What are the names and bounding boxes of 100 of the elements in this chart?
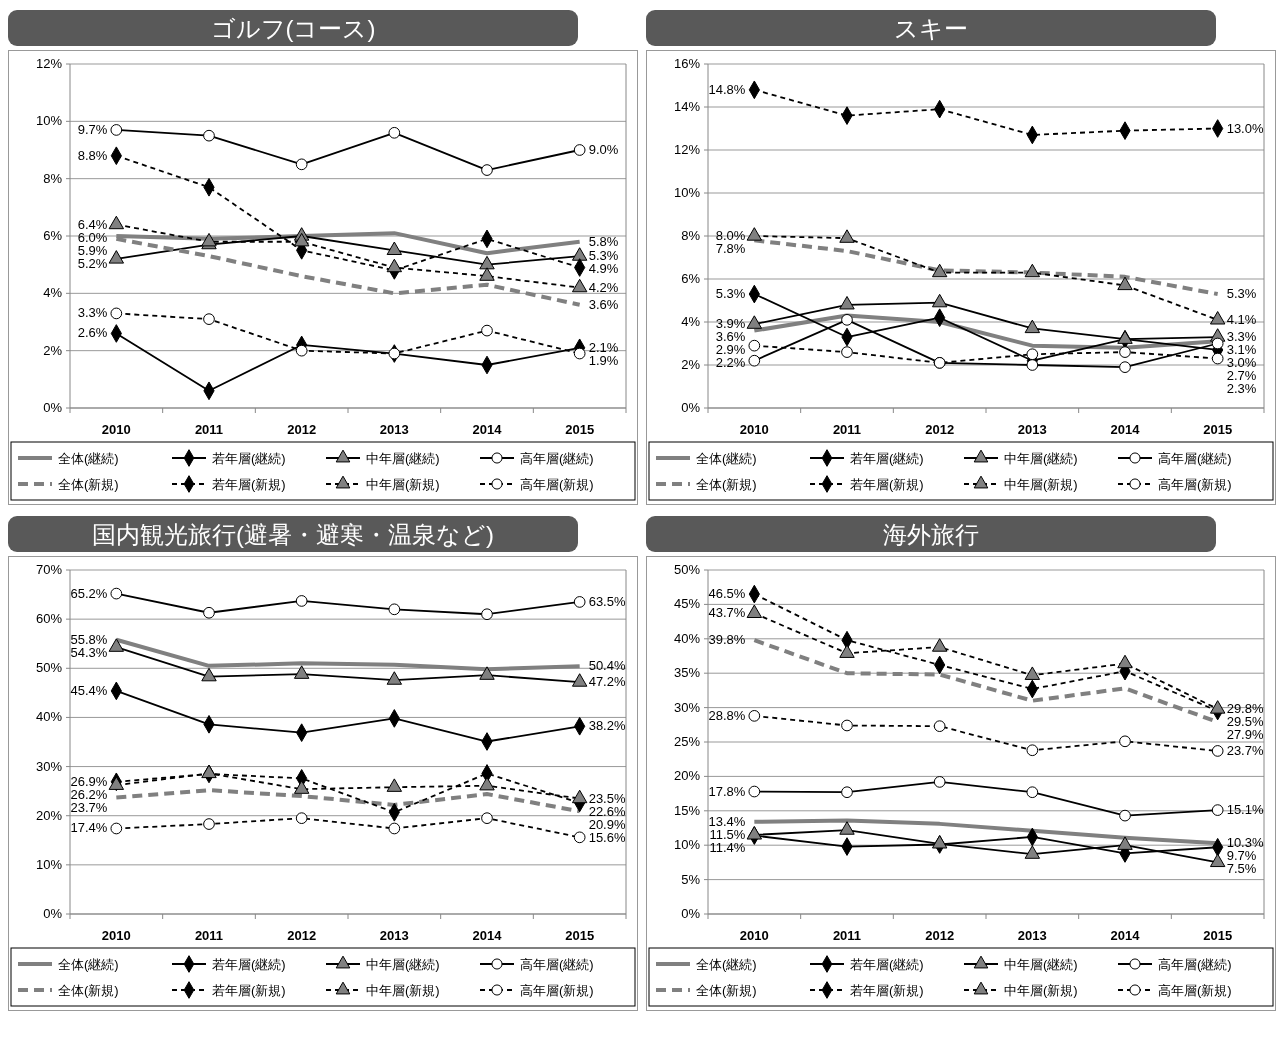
- y-tick-label: 4%: [681, 314, 701, 329]
- legend-label: 高年層(新規): [1158, 983, 1232, 998]
- data-label: 4.9%: [588, 261, 619, 277]
- data-label: 6.0%: [77, 229, 108, 245]
- data-label: 15.6%: [588, 829, 626, 845]
- data-label: 2.2%: [715, 355, 746, 371]
- y-tick-label: 10%: [35, 856, 63, 872]
- y-tick-label: 15%: [673, 802, 701, 818]
- data-label: 3.1%: [1226, 342, 1257, 358]
- legend-label: 中年層(継続): [366, 957, 440, 972]
- x-tick-label: 2013: [1017, 928, 1047, 943]
- data-label: 55.8%: [70, 631, 108, 647]
- legend-label: 中年層(新規): [366, 983, 440, 998]
- x-tick-label: 2010: [101, 422, 131, 437]
- y-tick-label: 70%: [35, 562, 63, 577]
- data-label: 63.5%: [588, 593, 626, 609]
- y-tick-label: 0%: [43, 400, 63, 415]
- legend-label: 高年層(新規): [1158, 477, 1232, 492]
- data-label: 9.7%: [77, 121, 108, 137]
- x-tick-label: 2012: [287, 422, 317, 437]
- legend-label: 若年層(継続): [850, 957, 924, 972]
- data-label: 7.5%: [1226, 861, 1257, 877]
- chart-title: 国内観光旅行(避暑・避寒・温泉など): [92, 521, 494, 548]
- x-tick-label: 2014: [472, 928, 503, 943]
- x-tick-label: 2011: [194, 422, 224, 437]
- y-tick-label: 35%: [673, 665, 701, 681]
- y-tick-label: 2%: [681, 357, 701, 372]
- x-tick-label: 2010: [739, 928, 769, 943]
- x-tick-label: 2012: [925, 422, 955, 437]
- y-tick-label: 10%: [673, 837, 701, 853]
- chart-title: ゴルフ(コース): [210, 15, 376, 42]
- y-tick-label: 30%: [673, 699, 701, 715]
- legend-label: 全体(新規): [696, 983, 757, 998]
- y-tick-label: 20%: [35, 807, 63, 823]
- y-tick-label: 0%: [43, 906, 63, 921]
- data-label: 5.3%: [588, 248, 619, 264]
- data-label: 11.4%: [709, 839, 746, 855]
- x-tick-label: 2011: [194, 928, 224, 943]
- legend-label: 高年層(継続): [1158, 451, 1232, 466]
- legend-label: 中年層(継続): [1004, 451, 1078, 466]
- data-label: 47.2%: [588, 674, 626, 690]
- data-label: 5.9%: [77, 242, 108, 258]
- y-tick-label: 6%: [43, 228, 63, 243]
- data-label: 13.0%: [1226, 120, 1264, 136]
- y-tick-label: 12%: [673, 142, 701, 157]
- data-label: 3.0%: [1226, 355, 1257, 371]
- legend-label: 中年層(継続): [366, 451, 440, 466]
- y-tick-label: 25%: [673, 734, 701, 749]
- y-tick-label: 50%: [673, 562, 701, 577]
- data-label: 23.5%: [588, 790, 626, 806]
- x-tick-label: 2015: [1203, 422, 1233, 437]
- x-tick-label: 2015: [565, 928, 595, 943]
- data-label: 2.7%: [1226, 368, 1257, 384]
- legend-label: 中年層(継続): [1004, 957, 1078, 972]
- x-tick-label: 2013: [1017, 422, 1047, 437]
- data-label: 2.9%: [715, 342, 746, 358]
- y-tick-label: 2%: [43, 342, 63, 358]
- x-tick-label: 2015: [1203, 928, 1233, 943]
- data-label: 13.4%: [708, 813, 746, 829]
- legend-label: 全体(新規): [58, 477, 119, 492]
- y-tick-label: 4%: [43, 285, 63, 301]
- data-label: 6.4%: [77, 216, 108, 232]
- x-tick-label: 2011: [832, 928, 862, 943]
- y-tick-label: 10%: [673, 185, 701, 200]
- data-label: 9.7%: [1226, 848, 1257, 864]
- x-tick-label: 2010: [101, 928, 131, 943]
- data-label: 2.1%: [588, 339, 619, 355]
- data-label: 26.9%: [70, 773, 108, 789]
- data-label: 5.3%: [1226, 286, 1257, 302]
- legend-label: 若年層(継続): [850, 451, 924, 466]
- data-label: 28.8%: [708, 707, 746, 723]
- x-tick-label: 2014: [1110, 928, 1141, 943]
- data-label: 5.8%: [588, 233, 619, 249]
- y-tick-label: 5%: [681, 871, 701, 887]
- legend-label: 若年層(新規): [212, 477, 286, 492]
- legend-label: 高年層(新規): [520, 477, 594, 492]
- data-label: 45.4%: [70, 682, 108, 698]
- x-tick-label: 2011: [832, 422, 862, 437]
- data-label: 17.4%: [70, 820, 108, 836]
- data-label: 27.9%: [1226, 726, 1264, 742]
- y-tick-label: 0%: [681, 906, 701, 921]
- legend-label: 中年層(新規): [1004, 983, 1078, 998]
- data-label: 29.5%: [1226, 713, 1264, 729]
- legend-label: 中年層(新規): [1004, 477, 1078, 492]
- data-label: 3.3%: [77, 305, 108, 321]
- legend-label: 若年層(継続): [212, 451, 286, 466]
- legend-label: 全体(継続): [58, 957, 119, 972]
- y-tick-label: 60%: [35, 611, 63, 627]
- data-label: 4.2%: [588, 279, 619, 295]
- y-tick-label: 30%: [35, 758, 63, 774]
- data-label: 20.9%: [588, 816, 626, 832]
- data-label: 5.3%: [715, 286, 746, 302]
- x-tick-label: 2014: [472, 422, 503, 437]
- data-label: 17.8%: [708, 783, 746, 799]
- x-tick-label: 2012: [287, 928, 317, 943]
- legend-label: 全体(新規): [58, 983, 119, 998]
- y-tick-label: 0%: [681, 400, 701, 415]
- chart-title: スキー: [894, 15, 968, 42]
- data-label: 43.7%: [708, 605, 746, 621]
- x-tick-label: 2015: [565, 422, 595, 437]
